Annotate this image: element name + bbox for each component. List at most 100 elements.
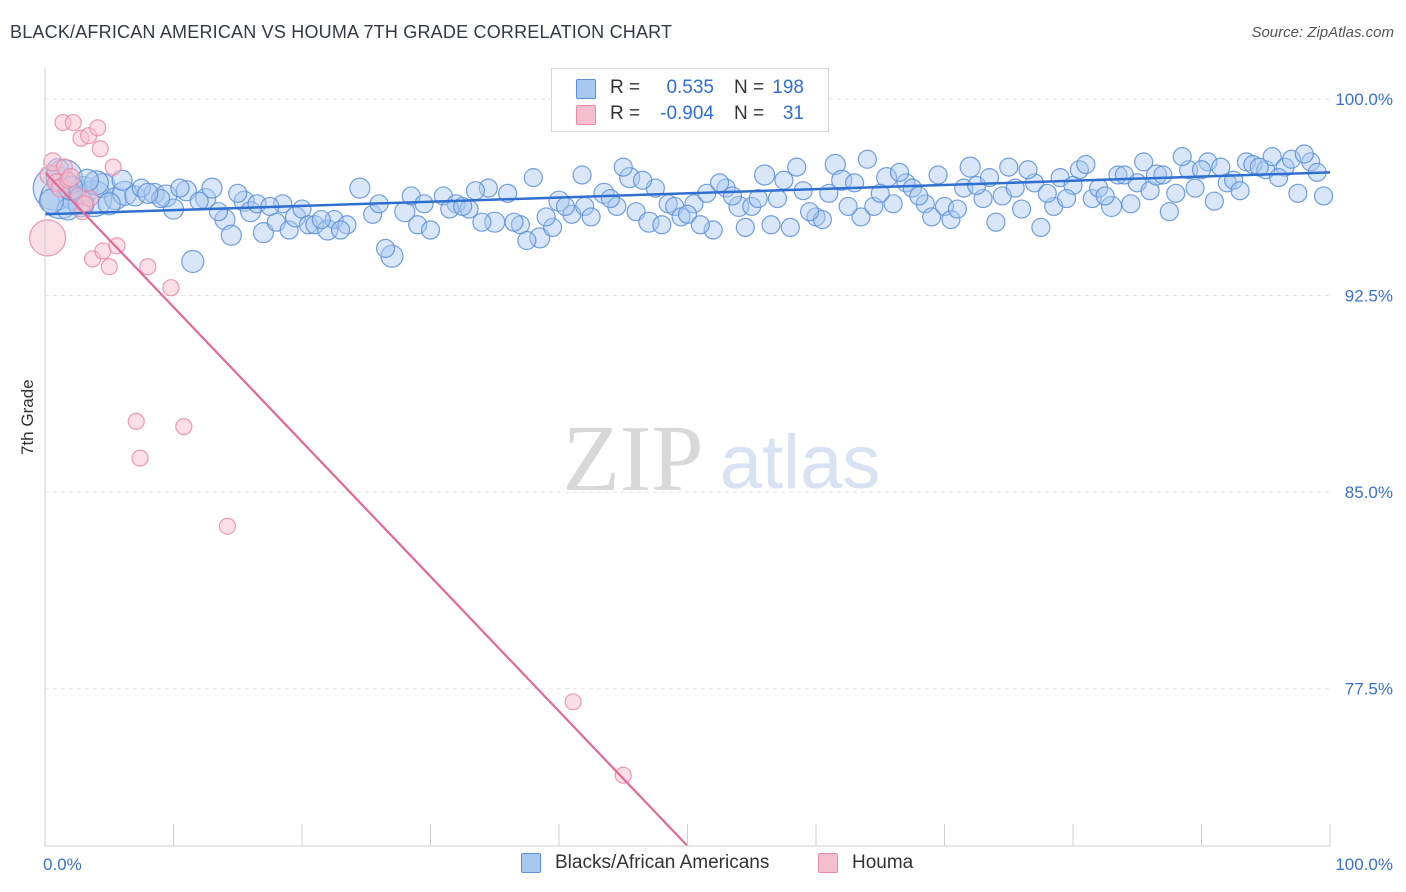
point-houma-22 [139, 258, 157, 276]
point-blacks-144 [838, 196, 858, 217]
point-blacks-149 [928, 165, 948, 185]
point-houma-14 [104, 158, 122, 176]
watermark: ZIP atlas [563, 407, 881, 511]
bottom-legend-label: Blacks/African Americans [555, 852, 770, 873]
legend-r-value: -0.904 [660, 103, 714, 124]
point-blacks-179 [330, 220, 351, 240]
point-blacks-47 [523, 168, 543, 188]
point-houma-13 [91, 140, 109, 158]
point-blacks-113 [1185, 178, 1205, 198]
point-houma-26 [131, 449, 149, 467]
point-blacks-166 [1249, 157, 1269, 177]
point-blacks-122 [1275, 157, 1295, 177]
point-blacks-69 [753, 164, 776, 186]
x-tick-label-0: 0.0% [43, 855, 82, 874]
point-blacks-190 [97, 192, 121, 216]
point-blacks-65 [703, 220, 723, 240]
point-blacks-184 [151, 188, 171, 209]
point-houma-28 [564, 693, 582, 711]
point-blacks-90 [959, 156, 981, 178]
point-blacks-157 [1076, 154, 1096, 175]
legend-n-label: N = [734, 103, 765, 124]
point-blacks-39 [420, 220, 441, 240]
point-blacks-178 [375, 238, 396, 258]
point-blacks-95 [1011, 199, 1032, 219]
y-tick-label-1: 92.5% [1345, 287, 1393, 306]
point-houma-25 [175, 418, 193, 436]
y-tick-label-0: 100.0% [1335, 90, 1393, 109]
point-blacks-82 [883, 194, 903, 214]
point-blacks-154 [1018, 160, 1038, 180]
point-blacks-114 [1198, 152, 1218, 172]
point-blacks-33 [349, 177, 371, 199]
point-blacks-130 [600, 188, 621, 209]
trendline-houma [44, 171, 689, 847]
point-houma-20 [100, 258, 118, 276]
point-blacks-25 [279, 220, 299, 240]
bottom-legend-swatch-blue [521, 853, 541, 873]
point-blacks-28 [298, 215, 319, 235]
watermark-zip: ZIP [563, 407, 704, 511]
point-blacks-143 [819, 183, 839, 203]
point-houma-23 [162, 279, 180, 297]
point-blacks-132 [632, 170, 653, 190]
point-blacks-101 [1069, 160, 1090, 180]
point-blacks-174 [472, 212, 492, 232]
point-blacks-55 [607, 196, 627, 217]
point-blacks-111 [1166, 183, 1186, 203]
legend-n-value: 198 [772, 77, 804, 98]
legend-n-value: 31 [782, 103, 804, 124]
point-blacks-123 [1281, 149, 1302, 169]
chart-title: BLACK/AFRICAN AMERICAN VS HOUMA 7TH GRAD… [10, 22, 673, 42]
point-blacks-182 [208, 202, 229, 222]
point-blacks-125 [1301, 152, 1321, 172]
bottom-legend-label: Houma [852, 852, 914, 873]
bottom-legend-swatch-pink [818, 853, 838, 873]
point-blacks-68 [742, 196, 762, 217]
point-blacks-58 [638, 211, 660, 233]
point-houma-9 [64, 113, 82, 132]
point-houma-12 [89, 119, 107, 137]
point-blacks-195 [137, 182, 159, 204]
point-blacks-176 [517, 230, 537, 251]
point-blacks-196 [170, 178, 190, 198]
point-blacks-134 [677, 204, 698, 224]
point-blacks-121 [1262, 147, 1282, 167]
point-blacks-128 [555, 196, 576, 217]
point-blacks-129 [572, 165, 592, 185]
point-blacks-160 [1134, 152, 1154, 172]
point-blacks-138 [735, 217, 755, 238]
point-blacks-177 [536, 207, 556, 227]
point-blacks-146 [870, 183, 890, 203]
point-blacks-84 [902, 178, 922, 198]
point-blacks-14 [181, 249, 205, 274]
point-blacks-56 [619, 167, 641, 189]
point-blacks-49 [542, 217, 563, 238]
point-blacks-186 [111, 169, 133, 191]
point-blacks-106 [1121, 194, 1141, 214]
point-blacks-142 [799, 202, 820, 222]
point-blacks-133 [652, 215, 672, 235]
point-blacks-108 [1140, 181, 1160, 201]
point-blacks-162 [1172, 147, 1192, 167]
point-blacks-159 [1114, 165, 1135, 185]
point-blacks-92 [986, 212, 1006, 232]
point-blacks-109 [1145, 164, 1168, 186]
point-blacks-63 [684, 194, 704, 214]
point-blacks-164 [1211, 157, 1231, 177]
point-blacks-104 [1100, 195, 1123, 218]
point-blacks-150 [947, 199, 967, 219]
point-houma-27 [218, 517, 237, 535]
point-blacks-168 [1294, 144, 1314, 164]
point-blacks-70 [761, 215, 781, 235]
point-blacks-124 [1288, 183, 1308, 203]
point-blacks-170 [414, 194, 434, 214]
point-blacks-197 [228, 183, 248, 203]
point-blacks-54 [593, 182, 615, 204]
point-blacks-29 [305, 215, 325, 235]
point-blacks-38 [408, 215, 428, 235]
point-blacks-140 [767, 188, 788, 209]
point-blacks-137 [722, 186, 743, 206]
legend-r-label: R = [610, 103, 641, 124]
